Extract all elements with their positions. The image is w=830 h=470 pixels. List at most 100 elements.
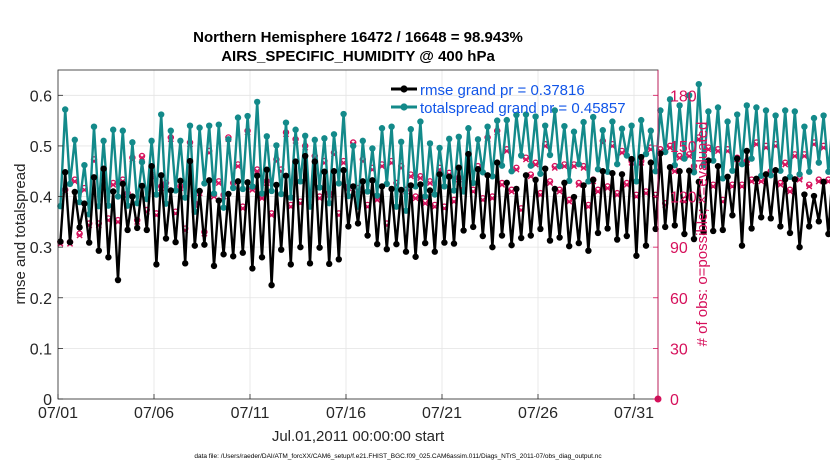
totalspread-point <box>119 127 127 134</box>
rmse-point <box>470 223 477 231</box>
totalspread-point <box>714 104 722 111</box>
rmse-point <box>695 178 702 186</box>
y-right-tick-label: 120 <box>670 190 697 207</box>
totalspread-point <box>158 111 165 118</box>
rmse-point <box>585 247 592 254</box>
totalspread-point <box>686 92 693 99</box>
rmse-point <box>129 193 136 200</box>
totalspread-point <box>297 178 304 185</box>
rmse-point <box>138 182 146 190</box>
totalspread-point <box>590 113 597 121</box>
totalspread-point <box>570 128 578 135</box>
obs-evaluated-point <box>705 146 712 153</box>
totalspread-point <box>244 112 251 120</box>
rmse-point <box>479 232 486 240</box>
totalspread-point <box>609 118 616 125</box>
totalspread-point <box>484 123 491 130</box>
rmse-point <box>791 176 798 183</box>
rmse-point <box>570 193 578 201</box>
totalspread-point <box>369 145 376 152</box>
obs-evaluated-point <box>580 164 587 171</box>
rmse-point <box>522 172 530 179</box>
y-right-tick-label: 60 <box>670 291 688 308</box>
obs-evaluated-point <box>791 152 798 160</box>
rmse-point <box>609 170 616 177</box>
totalspread-point <box>518 152 525 159</box>
x-tick-label: 07/01 <box>38 405 78 422</box>
y-right-tick-label: 150 <box>670 139 697 156</box>
rmse-point <box>278 246 285 253</box>
rmse-point <box>230 253 237 260</box>
rmse-point <box>590 176 597 184</box>
rmse-point <box>196 187 203 195</box>
rmse-point <box>412 253 419 260</box>
obs-evaluated-point <box>417 174 424 182</box>
rmse-point <box>239 249 246 256</box>
legend: rmse grand pr = 0.37816 totalspread gran… <box>391 82 626 117</box>
totalspread-point <box>542 122 549 129</box>
rmse-point <box>748 225 755 232</box>
rmse-point <box>302 152 309 160</box>
obs-evaluated-point <box>110 181 117 188</box>
totalspread-point <box>90 123 98 130</box>
rmse-point <box>105 254 112 261</box>
totalspread-point <box>258 190 266 197</box>
totalspread-point <box>633 178 640 185</box>
rmse-point <box>71 188 79 196</box>
rmse-point <box>628 155 635 163</box>
rmse-point <box>758 214 765 221</box>
totalspread-point <box>148 137 155 145</box>
obs-evaluated-point <box>786 188 794 195</box>
rmse-point <box>263 166 270 173</box>
rmse-point <box>777 223 784 230</box>
rmse-point <box>801 191 808 198</box>
totalspread-point <box>254 98 261 106</box>
y-tick-label: 0.1 <box>30 341 52 358</box>
rmse-point <box>753 175 760 183</box>
totalspread-point <box>729 167 736 174</box>
x-tick-label: 07/31 <box>614 405 654 422</box>
totalspread-point <box>815 159 822 166</box>
obs-evaluated-point <box>614 191 621 198</box>
rmse-point <box>738 242 746 249</box>
rmse-point <box>162 235 170 242</box>
rmse-point <box>796 243 803 251</box>
totalspread-point <box>618 125 626 132</box>
rmse-point <box>532 176 539 184</box>
rmse-point <box>119 180 127 188</box>
rmse-point <box>561 179 568 187</box>
totalspread-point <box>220 204 227 211</box>
rmse-point <box>316 244 323 251</box>
rmse-point <box>489 243 496 251</box>
totalspread-point <box>335 180 342 187</box>
totalspread-point <box>820 112 827 119</box>
y-tick-label: 0.4 <box>30 190 52 207</box>
rmse-point <box>215 197 222 204</box>
rmse-point <box>374 240 381 248</box>
totalspread-point <box>215 121 222 128</box>
rmse-point <box>465 150 472 158</box>
rmse-point <box>201 241 208 248</box>
totalspread-point <box>604 168 611 175</box>
rmse-point <box>652 225 659 233</box>
obs-evaluated-point <box>546 179 554 187</box>
totalspread-point <box>532 113 539 120</box>
y-axis-label: rmse and totalspread <box>12 164 29 305</box>
totalspread-point <box>100 137 107 145</box>
totalspread-point <box>263 133 270 140</box>
rmse-point <box>762 171 770 178</box>
totalspread-point <box>647 127 654 134</box>
rmse-point <box>623 232 630 240</box>
chart-title: Northern Hemisphere 16472 / 16648 = 98.9… <box>193 29 523 46</box>
totalspread-point <box>700 161 707 169</box>
rmse-point <box>441 239 448 246</box>
rmse-point <box>398 186 405 194</box>
totalspread-point <box>446 135 453 143</box>
totalspread-point <box>575 160 582 168</box>
rmse-point <box>806 223 813 230</box>
rmse-point <box>786 229 794 237</box>
totalspread-point <box>580 118 587 126</box>
totalspread-point <box>196 124 203 131</box>
totalspread-point <box>791 108 798 115</box>
totalspread-point <box>230 184 237 192</box>
